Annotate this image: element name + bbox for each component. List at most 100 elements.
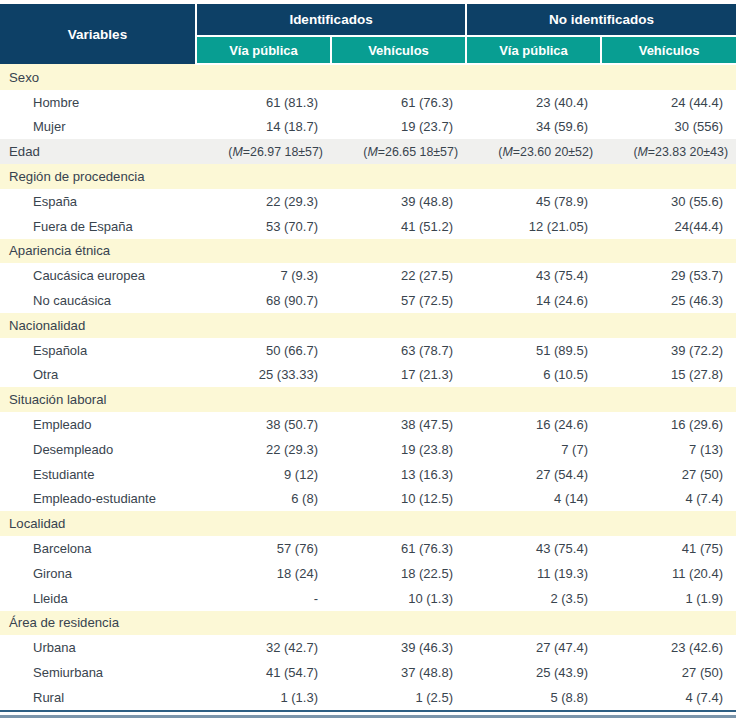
cell-value: 17 (21.3) <box>331 363 466 388</box>
section-label: Situación laboral <box>0 387 736 412</box>
column-header-variables: Variables <box>0 4 196 64</box>
header-group-row: Variables Identificados No identificados <box>0 4 736 36</box>
cell-value: 29 (53.7) <box>601 263 736 288</box>
row-label: Edad <box>0 139 196 164</box>
cell-value: 41 (75) <box>601 536 736 561</box>
cell-value: 11 (20.4) <box>601 561 736 586</box>
cell-value: 25 (33.33) <box>196 363 331 388</box>
cell-value: 18 (24) <box>196 561 331 586</box>
cell-value: 51 (89.5) <box>466 338 601 363</box>
cell-value: 6 (8) <box>196 487 331 512</box>
cell-value: 22 (29.3) <box>196 189 331 214</box>
cell-value: - <box>196 586 331 611</box>
cell-value: (M=26.97 18±57) <box>196 139 331 164</box>
cell-value: 15 (27.8) <box>601 363 736 388</box>
section-row: Apariencia étnica <box>0 239 736 264</box>
cell-value: 38 (47.5) <box>331 412 466 437</box>
cell-value: 61 (76.3) <box>331 536 466 561</box>
cell-value: 1 (1.3) <box>196 685 331 710</box>
table-row: Girona18 (24)18 (22.5)11 (19.3)11 (20.4) <box>0 561 736 586</box>
section-row: Situación laboral <box>0 387 736 412</box>
row-label: Otra <box>0 363 196 388</box>
cell-value: 61 (81.3) <box>196 90 331 115</box>
table-row: Fuera de España53 (70.7)41 (51.2)12 (21.… <box>0 214 736 239</box>
cell-value: 7 (9.3) <box>196 263 331 288</box>
table-row: Desempleado22 (29.3)19 (23.8)7 (7)7 (13) <box>0 437 736 462</box>
cell-value: 53 (70.7) <box>196 214 331 239</box>
row-label: Hombre <box>0 90 196 115</box>
cell-value: 10 (12.5) <box>331 487 466 512</box>
table-row: Mujer14 (18.7)19 (23.7)34 (59.6)30 (556) <box>0 115 736 140</box>
cell-value: 27 (47.4) <box>466 635 601 660</box>
table-row: Otra25 (33.33)17 (21.3)6 (10.5)15 (27.8) <box>0 363 736 388</box>
cell-value: 61 (76.3) <box>331 90 466 115</box>
row-label: Estudiante <box>0 462 196 487</box>
cell-value: 12 (21.05) <box>466 214 601 239</box>
cell-value: 4 (7.4) <box>601 685 736 710</box>
cell-value: 39 (46.3) <box>331 635 466 660</box>
row-label: Caucásica europea <box>0 263 196 288</box>
column-group-identificados: Identificados <box>196 4 466 36</box>
cell-value: 22 (27.5) <box>331 263 466 288</box>
cell-value: 45 (78.9) <box>466 189 601 214</box>
column-group-no-identificados: No identificados <box>466 4 736 36</box>
row-label: España <box>0 189 196 214</box>
table-row: Lleida-10 (1.3)2 (3.5)1 (1.9) <box>0 586 736 611</box>
row-label: Fuera de España <box>0 214 196 239</box>
demographics-table: Variables Identificados No identificados… <box>0 4 736 710</box>
table-row: Edad(M=26.97 18±57)(M=26.65 18±57)(M=23.… <box>0 139 736 164</box>
section-label: Localidad <box>0 511 736 536</box>
section-row: Área de residencia <box>0 611 736 636</box>
cell-value: 43 (75.4) <box>466 536 601 561</box>
cell-value: 24 (44.4) <box>601 90 736 115</box>
row-label: Urbana <box>0 635 196 660</box>
cell-value: 23 (42.6) <box>601 635 736 660</box>
table-row: España22 (29.3)39 (48.8)45 (78.9)30 (55.… <box>0 189 736 214</box>
table-row: Empleado38 (50.7)38 (47.5)16 (24.6)16 (2… <box>0 412 736 437</box>
cell-value: 1 (2.5) <box>331 685 466 710</box>
cell-value: 50 (66.7) <box>196 338 331 363</box>
table-header: Variables Identificados No identificados… <box>0 4 736 64</box>
column-header-vehiculos-1: Vehículos <box>331 36 466 64</box>
row-label: Lleida <box>0 586 196 611</box>
row-label: Mujer <box>0 115 196 140</box>
cell-value: 25 (43.9) <box>466 660 601 685</box>
column-header-vehiculos-2: Vehículos <box>601 36 736 64</box>
section-label: Área de residencia <box>0 611 736 636</box>
cell-value: 41 (54.7) <box>196 660 331 685</box>
table-row: Rural1 (1.3)1 (2.5)5 (8.8)4 (7.4) <box>0 685 736 710</box>
cell-value: 25 (46.3) <box>601 288 736 313</box>
cell-value: 57 (76) <box>196 536 331 561</box>
cell-value: 57 (72.5) <box>331 288 466 313</box>
cell-value: 32 (42.7) <box>196 635 331 660</box>
cell-value: 6 (10.5) <box>466 363 601 388</box>
table-row: Estudiante9 (12)13 (16.3)27 (54.4)27 (50… <box>0 462 736 487</box>
cell-value: 68 (90.7) <box>196 288 331 313</box>
cell-value: 1 (1.9) <box>601 586 736 611</box>
page: Variables Identificados No identificados… <box>0 0 736 718</box>
table-row: Empleado-estudiante6 (8)10 (12.5)4 (14)4… <box>0 487 736 512</box>
section-row: Localidad <box>0 511 736 536</box>
row-label: Rural <box>0 685 196 710</box>
table-row: Semiurbana41 (54.7)37 (48.8)25 (43.9)27 … <box>0 660 736 685</box>
cell-value: 5 (8.8) <box>466 685 601 710</box>
cell-value: 2 (3.5) <box>466 586 601 611</box>
cell-value: 34 (59.6) <box>466 115 601 140</box>
cell-value: 16 (29.6) <box>601 412 736 437</box>
row-label: Desempleado <box>0 437 196 462</box>
cell-value: (M=23.60 20±52) <box>466 139 601 164</box>
table-row: Española50 (66.7)63 (78.7)51 (89.5)39 (7… <box>0 338 736 363</box>
row-label: No caucásica <box>0 288 196 313</box>
cell-value: 63 (78.7) <box>331 338 466 363</box>
row-label: Semiurbana <box>0 660 196 685</box>
cell-value: 9 (12) <box>196 462 331 487</box>
table-body: SexoHombre61 (81.3)61 (76.3)23 (40.4)24 … <box>0 64 736 710</box>
cell-value: 14 (24.6) <box>466 288 601 313</box>
cell-value: 27 (50) <box>601 660 736 685</box>
column-header-via-publica-2: Vía pública <box>466 36 601 64</box>
cell-value: 14 (18.7) <box>196 115 331 140</box>
cell-value: 19 (23.8) <box>331 437 466 462</box>
section-row: Nacionalidad <box>0 313 736 338</box>
row-label: Empleado <box>0 412 196 437</box>
cell-value: 22 (29.3) <box>196 437 331 462</box>
